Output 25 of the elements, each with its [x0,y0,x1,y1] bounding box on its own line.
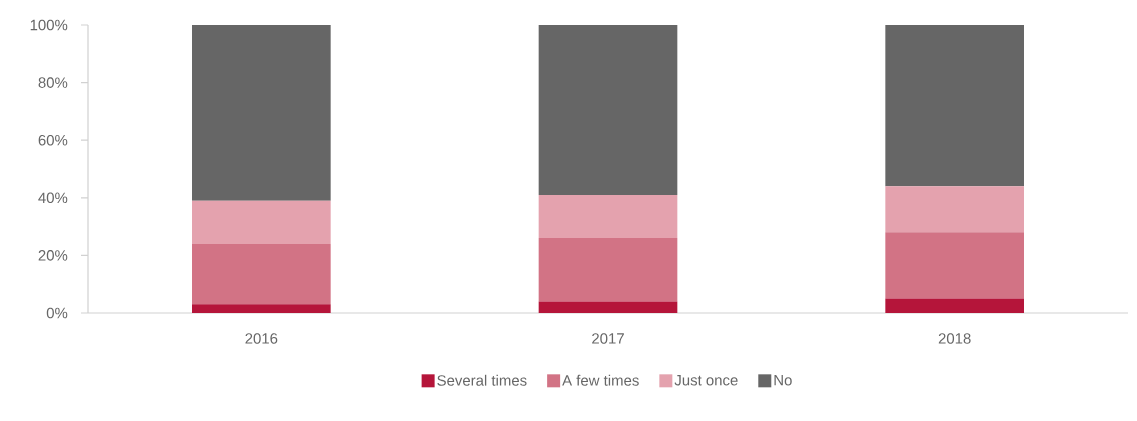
y-tick-label: 100% [30,19,68,31]
legend-label: Just once [674,375,738,386]
bar [538,301,678,313]
bar [885,232,1024,299]
bar [538,194,678,239]
y-tick-label: 80% [38,77,68,88]
bar [885,298,1024,313]
bar [538,238,678,302]
bar [192,200,331,244]
x-tick-label: 2017 [592,333,624,344]
bar [538,25,678,195]
y-tick-label: 60% [38,134,68,146]
bar [885,25,1024,187]
bar [192,304,331,313]
legend-label: Several times [437,374,527,386]
x-tick-label: 2018 [938,333,971,344]
y-tick-label: 0% [46,307,68,319]
legend-label: A few times [562,374,639,386]
bar [885,186,1024,233]
legend-label: No [774,375,792,386]
y-tick-label: 20% [38,250,68,261]
y-tick-label: 40% [38,192,68,204]
bar [192,243,331,305]
x-tick-label: 2016 [245,333,278,344]
bar [192,25,331,201]
